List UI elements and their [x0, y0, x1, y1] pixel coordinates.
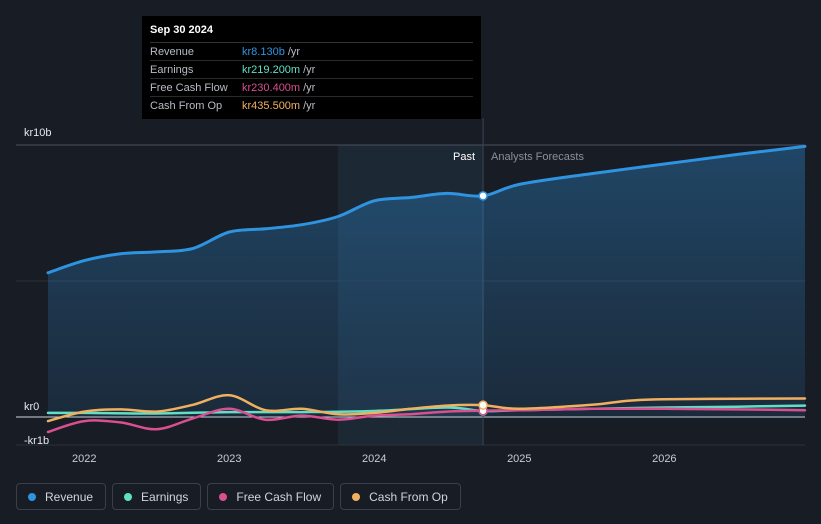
legend-item-label: Cash From Op — [369, 489, 448, 504]
y-tick-label: kr10b — [24, 127, 52, 139]
x-tick-label: 2023 — [217, 453, 241, 465]
y-tick-label: -kr1b — [24, 435, 49, 447]
legend-dot-icon — [352, 492, 361, 501]
series-line-cash-from-op — [46, 393, 807, 423]
tooltip-row-label: Free Cash Flow — [150, 81, 228, 94]
series-line-free-cash-flow — [46, 407, 807, 434]
series-line-earnings — [46, 404, 807, 415]
tooltip-row-unit: /yr — [303, 81, 316, 94]
tooltip-row-unit: /yr — [287, 45, 301, 58]
y-tick-label: kr0 — [24, 401, 39, 413]
forecast-label: Analysts Forecasts — [491, 151, 584, 163]
legend-item-label: Earnings — [141, 489, 189, 504]
marker-revenue — [478, 191, 488, 201]
legend-item-revenue[interactable]: Revenue — [16, 483, 107, 510]
tooltip-row-label: Earnings — [150, 63, 194, 76]
x-tick-label: 2026 — [652, 453, 676, 465]
tooltip-row-value: kr435.500m — [242, 99, 301, 112]
x-tick-label: 2022 — [72, 453, 96, 465]
past-label: Past — [453, 151, 475, 163]
series-line-revenue — [46, 144, 807, 275]
legend-item-cash-from-op[interactable]: Cash From Op — [340, 483, 461, 510]
tooltip-row-unit: /yr — [303, 63, 316, 76]
x-tick-label: 2025 — [507, 453, 531, 465]
tooltip-row: Cash From Op kr435.500m/yr — [150, 97, 473, 114]
legend-dot-icon — [219, 492, 228, 501]
tooltip-row-value: kr219.200m — [242, 63, 301, 76]
legend: Revenue Earnings Free Cash Flow Cash From O… — [16, 483, 461, 510]
legend-item-earnings[interactable]: Earnings — [112, 483, 202, 510]
series-area-revenue — [48, 146, 805, 417]
tooltip-row-value: kr230.400m — [242, 81, 301, 94]
legend-item-free-cash-flow[interactable]: Free Cash Flow — [207, 483, 335, 510]
tooltip-row-label: Cash From Op — [150, 99, 223, 112]
tooltip: Sep 30 2024 Revenue kr8.130b/yr Earnings kr… — [142, 16, 481, 119]
tooltip-row: Earnings kr219.200m/yr — [150, 61, 473, 79]
tooltip-row-value: kr8.130b — [242, 45, 285, 58]
tooltip-row-label: Revenue — [150, 45, 195, 58]
legend-item-label: Revenue — [45, 489, 94, 504]
x-tick-label: 2024 — [362, 453, 386, 465]
legend-item-label: Free Cash Flow — [236, 489, 322, 504]
tooltip-date: Sep 30 2024 — [150, 24, 473, 43]
tooltip-row-unit: /yr — [303, 99, 316, 112]
legend-dot-icon — [28, 492, 36, 501]
tooltip-row: Revenue kr8.130b/yr — [150, 43, 473, 61]
legend-dot-icon — [124, 492, 133, 501]
tooltip-row: Free Cash Flow kr230.400m/yr — [150, 79, 473, 97]
marker-cash-from-op — [478, 400, 488, 410]
